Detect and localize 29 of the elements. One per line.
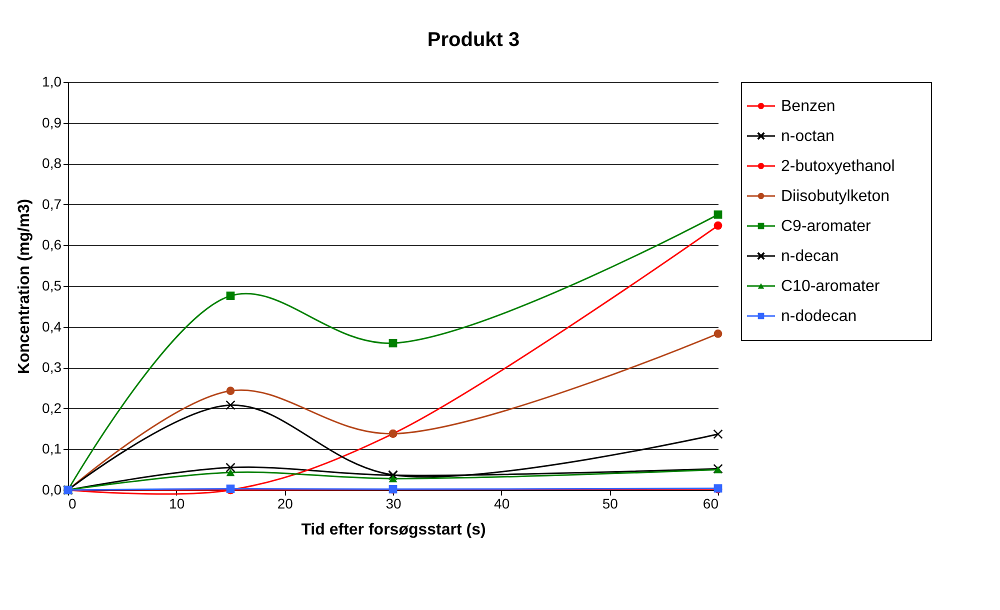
x-tick-label: 30: [386, 496, 402, 512]
y-tick-label: 0,0: [42, 482, 62, 498]
y-tick-label: 0,4: [42, 318, 62, 334]
y-tick-label: 1,0: [42, 74, 62, 90]
x-tick-label: 20: [277, 496, 294, 512]
x-tick-label: 60: [702, 496, 719, 512]
legend-label: n-octan: [781, 128, 834, 145]
y-tick-label: 0,7: [42, 196, 62, 212]
x-tick-label: 50: [602, 496, 618, 512]
y-tick-label: 0,5: [42, 278, 62, 294]
y-axis-title: Koncentration (mg/m3): [16, 198, 34, 374]
legend-label: C10-aromater: [781, 278, 880, 295]
y-tick-label: 0,8: [42, 155, 62, 172]
legend-label: n-decan: [781, 248, 839, 265]
x-axis-title: Tid efter forsøgsstart (s): [301, 522, 486, 538]
x-tick-label: 40: [494, 496, 510, 512]
y-tick-label: 0,3: [42, 359, 62, 376]
legend-label: Diisobutylketon: [781, 188, 890, 205]
y-tick-label: 0,1: [42, 440, 62, 457]
chart-title: Produkt 3: [427, 29, 520, 51]
x-tick-label: 10: [169, 496, 185, 512]
y-tick-label: 0,2: [42, 400, 62, 416]
x-tick-label: 0: [68, 496, 76, 512]
legend-label: 2-butoxyethanol: [781, 158, 895, 175]
y-tick-label: 0,6: [42, 236, 62, 253]
legend-label: C9-aromater: [781, 218, 872, 235]
y-tick-label: 0,9: [42, 114, 62, 130]
legend-label: n-dodecan: [781, 308, 857, 325]
legend-label: Benzen: [781, 98, 836, 115]
